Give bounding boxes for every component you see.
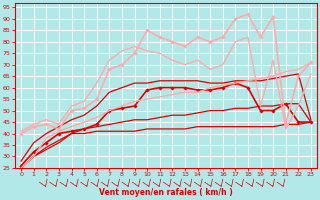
X-axis label: Vent moyen/en rafales ( km/h ): Vent moyen/en rafales ( km/h ) [99, 188, 233, 197]
